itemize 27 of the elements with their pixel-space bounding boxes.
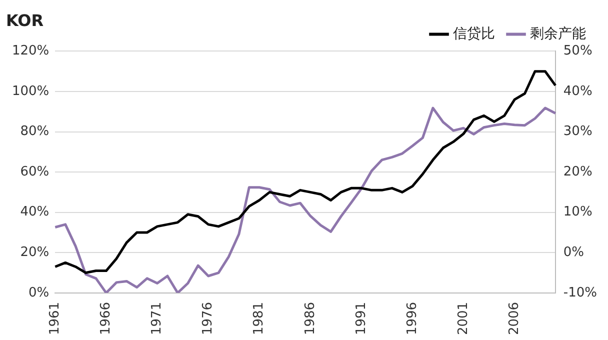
y-tick-label: 40% xyxy=(20,204,50,220)
y2-tick-label: 40% xyxy=(563,84,592,99)
y-tick-label: 80% xyxy=(20,124,50,140)
x-tick-label: 1991 xyxy=(354,302,369,336)
x-tick-label: 2001 xyxy=(456,302,471,336)
y2-tick-label: 50% xyxy=(563,44,592,59)
y-tick-label: 60% xyxy=(20,164,50,180)
x-tick-label: 1971 xyxy=(150,302,165,336)
x-tick-label: 1986 xyxy=(302,302,318,336)
y-tick-label: 0% xyxy=(28,285,50,300)
x-tick-label: 1961 xyxy=(48,302,63,336)
y-tick-label: 20% xyxy=(20,245,50,260)
y2-tick-label: 0% xyxy=(563,245,584,260)
y2-tick-label: 20% xyxy=(563,164,592,180)
y2-tick-label: -10% xyxy=(563,285,598,300)
y2-tick-label: 30% xyxy=(563,124,592,140)
x-tick-label: 1966 xyxy=(98,302,114,336)
legend-label: 剩余产能 xyxy=(530,26,586,42)
chart-title: KOR xyxy=(6,10,44,30)
legend-label: 信贷比 xyxy=(453,26,495,42)
x-tick-label: 2006 xyxy=(506,302,522,336)
x-tick-label: 1981 xyxy=(252,302,267,336)
y-tick-label: 100% xyxy=(12,84,50,99)
x-tick-label: 1976 xyxy=(200,302,216,336)
x-tick-label: 1996 xyxy=(404,302,420,336)
y-tick-label: 120% xyxy=(12,44,50,59)
y2-tick-label: 10% xyxy=(563,204,592,220)
